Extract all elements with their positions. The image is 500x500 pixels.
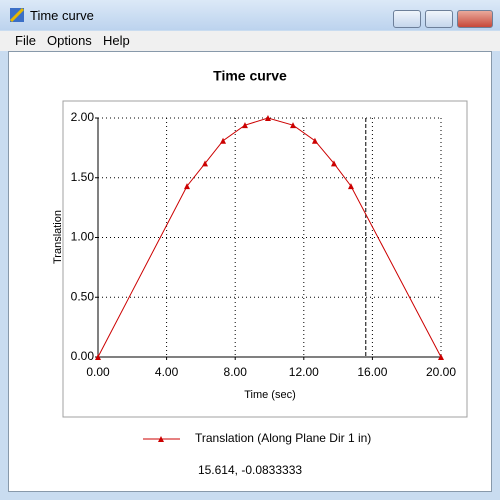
x-tick-label: 16.00	[357, 365, 387, 379]
window-title: Time curve	[30, 8, 94, 23]
chart-title: Time curve	[213, 68, 287, 84]
x-tick-label: 20.00	[426, 365, 456, 379]
status-text: 15.614, -0.0833333	[198, 463, 302, 477]
title-bar: Time curve	[0, 0, 500, 30]
point-marker	[241, 122, 248, 129]
x-tick-label: 12.00	[289, 365, 319, 379]
menu-item[interactable]: Help	[103, 33, 130, 48]
menu-bar: File Options Help	[0, 31, 500, 51]
x-axis-label: Time (sec)	[244, 389, 296, 401]
point-marker	[438, 354, 444, 360]
point-marker	[311, 137, 318, 144]
point-marker	[330, 160, 337, 167]
y-tick-label: 2.00	[71, 110, 95, 124]
app-icon	[9, 7, 25, 23]
y-axis-label: Translation	[52, 210, 64, 264]
point-marker	[289, 122, 296, 129]
point-marker	[347, 183, 354, 190]
y-tick-label: 0.50	[71, 289, 95, 303]
x-tick-label: 8.00	[224, 365, 248, 379]
point-marker	[184, 183, 191, 190]
menu-item[interactable]: Options	[47, 33, 92, 48]
legend-marker	[158, 436, 164, 442]
y-tick-label: 0.00	[71, 349, 95, 363]
menu-item[interactable]: File	[15, 33, 36, 48]
plot-frame	[62, 100, 468, 418]
point-marker	[264, 115, 271, 121]
y-tick-label: 1.00	[71, 230, 95, 244]
y-tick-label: 1.50	[71, 170, 95, 184]
point-marker	[202, 160, 209, 167]
x-tick-label: 4.00	[155, 365, 179, 379]
close-button[interactable]	[457, 10, 493, 28]
point-marker	[220, 137, 227, 144]
x-tick-label: 0.00	[86, 365, 110, 379]
point-marker	[95, 354, 101, 360]
minimize-button[interactable]	[393, 10, 421, 28]
legend-label: Translation (Along Plane Dir 1 in)	[195, 431, 371, 445]
maximize-button[interactable]	[425, 10, 453, 28]
